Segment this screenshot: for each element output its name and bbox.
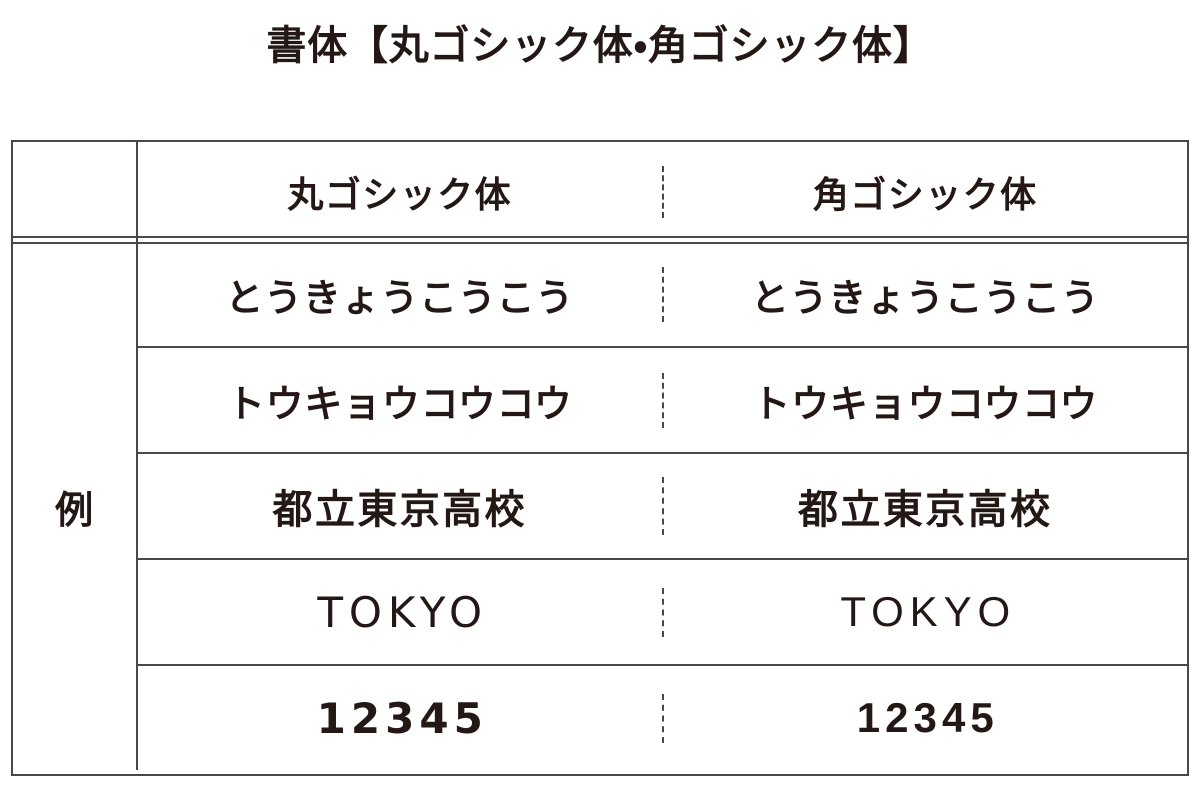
- row-group-label: 例: [55, 489, 94, 532]
- column-header-kaku-gothic: 角ゴシック体: [812, 174, 1038, 215]
- table-row: トウキョウコウコウ トウキョウコウコウ: [138, 348, 1187, 454]
- sample-kaku-kanji: 都立東京高校: [798, 488, 1053, 532]
- row-group-label-cell: 例: [13, 242, 138, 770]
- sample-maru-katakana: トウキョウコウコウ: [138, 372, 664, 428]
- sample-kaku-hiragana: とうきょうこうこう: [750, 277, 1100, 320]
- header-sample-columns: 丸ゴシック体 角ゴシック体: [138, 142, 1187, 242]
- typeface-comparison-table: 丸ゴシック体 角ゴシック体 例 とうきょうこうこう とうきょうこうこう: [11, 140, 1189, 776]
- table-row: TOKYO TOKYO: [138, 560, 1187, 666]
- header-corner-cell: [13, 142, 138, 242]
- sample-maru-digits: 12345: [138, 693, 664, 743]
- table-body-wrapper: 丸ゴシック体 角ゴシック体 例 とうきょうこうこう とうきょうこうこう: [11, 142, 1189, 774]
- column-header-maru-gothic: 丸ゴシック体: [138, 166, 664, 218]
- sample-kaku-digits: 12345: [856, 694, 999, 741]
- table-row: 都立東京高校 都立東京高校: [138, 454, 1187, 560]
- page-title: 書体【丸ゴシック体・角ゴシック体】: [266, 24, 934, 68]
- header-cells: 丸ゴシック体 角ゴシック体: [138, 142, 1187, 242]
- table-header-row: 丸ゴシック体 角ゴシック体: [11, 142, 1189, 244]
- sample-maru-hiragana: とうきょうこうこう: [138, 266, 664, 322]
- table-row: とうきょうこうこう とうきょうこうこう: [138, 242, 1187, 348]
- sample-maru-kanji: 都立東京高校: [138, 477, 664, 535]
- table-body-row-group: 例 とうきょうこうこう とうきょうこうこう トウキョウコウコウ トウキョウコウコ…: [13, 242, 1187, 770]
- sample-kaku-latin: TOKYO: [840, 588, 1017, 635]
- sample-maru-latin: TOKYO: [138, 587, 664, 637]
- sample-kaku-katakana: トウキョウコウコウ: [752, 383, 1099, 426]
- sample-rows: とうきょうこうこう とうきょうこうこう トウキョウコウコウ トウキョウコウコウ …: [138, 242, 1187, 770]
- table-row: 12345 12345: [138, 666, 1187, 770]
